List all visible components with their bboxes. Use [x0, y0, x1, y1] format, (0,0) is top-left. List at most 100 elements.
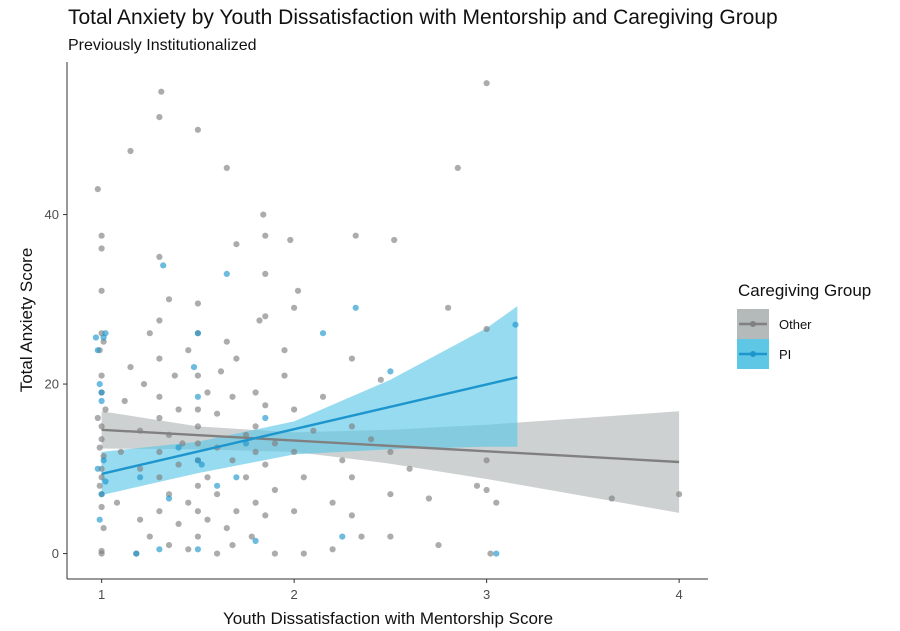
point-other	[435, 542, 442, 549]
point-other	[262, 512, 269, 519]
axes	[66, 62, 708, 580]
point-other	[156, 253, 163, 260]
point-other	[158, 88, 165, 95]
point-other	[214, 550, 221, 557]
legend-label-pi: PI	[779, 347, 791, 362]
point-pi	[94, 465, 101, 472]
point-other	[294, 287, 302, 294]
point-other	[117, 448, 124, 455]
point-other	[368, 436, 375, 443]
point-other	[229, 393, 236, 400]
point-other	[291, 448, 298, 455]
point-pi	[175, 444, 182, 451]
point-other	[204, 474, 211, 481]
data-points	[92, 80, 683, 557]
point-other	[260, 211, 267, 218]
point-other	[121, 397, 128, 405]
point-other	[98, 372, 105, 379]
legend-key-other-point	[750, 321, 756, 327]
point-pi	[512, 321, 519, 328]
point-other	[252, 448, 259, 455]
point-pi	[194, 393, 201, 400]
point-pi	[214, 482, 221, 489]
point-other	[339, 457, 346, 464]
point-other	[676, 491, 683, 498]
point-pi	[319, 330, 327, 337]
chart-subtitle: Previously Institutionalized	[68, 37, 257, 54]
point-other	[262, 232, 269, 239]
point-other	[113, 499, 121, 506]
point-other	[94, 414, 101, 422]
point-other	[194, 508, 201, 515]
point-other	[96, 482, 103, 489]
point-other	[291, 304, 298, 311]
y-axis-ticks: 0 20 40	[45, 207, 67, 561]
point-other	[98, 232, 105, 239]
point-other	[348, 512, 355, 519]
point-other	[483, 457, 490, 464]
point-pi	[198, 461, 205, 468]
fit-line-other	[101, 428, 680, 464]
point-other	[348, 474, 355, 481]
point-pi	[102, 330, 109, 337]
point-pi	[98, 389, 105, 396]
point-other	[271, 486, 278, 494]
point-other	[194, 300, 201, 307]
point-other	[165, 542, 173, 549]
point-pi	[102, 478, 109, 485]
point-other	[608, 495, 615, 502]
point-other	[271, 440, 278, 447]
point-other	[391, 236, 398, 244]
point-other	[291, 508, 298, 515]
point-pi	[252, 537, 259, 545]
point-other	[185, 347, 192, 354]
point-other	[281, 372, 288, 379]
point-other	[98, 474, 105, 481]
point-other	[204, 516, 211, 523]
point-other	[100, 525, 107, 532]
point-other	[387, 491, 394, 498]
point-other	[185, 499, 192, 506]
point-other	[102, 406, 109, 413]
point-pi	[100, 457, 107, 464]
point-other	[262, 461, 269, 468]
y-tick-label: 40	[45, 207, 59, 222]
point-other	[262, 402, 269, 409]
point-other	[252, 389, 259, 396]
point-other	[156, 393, 163, 400]
point-other	[146, 533, 153, 540]
point-other	[233, 241, 240, 248]
point-other	[165, 296, 173, 303]
point-other	[487, 550, 494, 557]
point-other	[233, 508, 240, 515]
point-pi	[160, 262, 167, 269]
point-other	[137, 516, 144, 523]
point-pi	[92, 334, 99, 341]
point-other	[271, 550, 278, 557]
point-pi	[194, 330, 201, 337]
point-other	[98, 423, 105, 430]
point-other	[194, 423, 201, 430]
point-other	[98, 245, 105, 252]
legend-title: Caregiving Group	[738, 281, 871, 300]
point-other	[229, 457, 236, 464]
point-other	[223, 164, 230, 171]
point-other	[287, 236, 294, 244]
point-other	[377, 376, 384, 383]
point-pi	[223, 270, 230, 277]
point-other	[171, 372, 178, 379]
point-other	[358, 533, 365, 540]
point-other	[483, 486, 490, 494]
point-other	[242, 474, 250, 481]
point-other	[329, 499, 336, 506]
point-other	[300, 550, 307, 557]
legend-item-pi: PI	[737, 339, 791, 369]
x-tick-label: 4	[676, 587, 683, 602]
point-other	[204, 389, 211, 396]
point-other	[194, 372, 201, 379]
point-other	[156, 114, 163, 121]
point-other	[194, 482, 201, 489]
point-other	[185, 546, 192, 553]
point-other	[252, 423, 259, 430]
point-pi	[194, 546, 201, 553]
